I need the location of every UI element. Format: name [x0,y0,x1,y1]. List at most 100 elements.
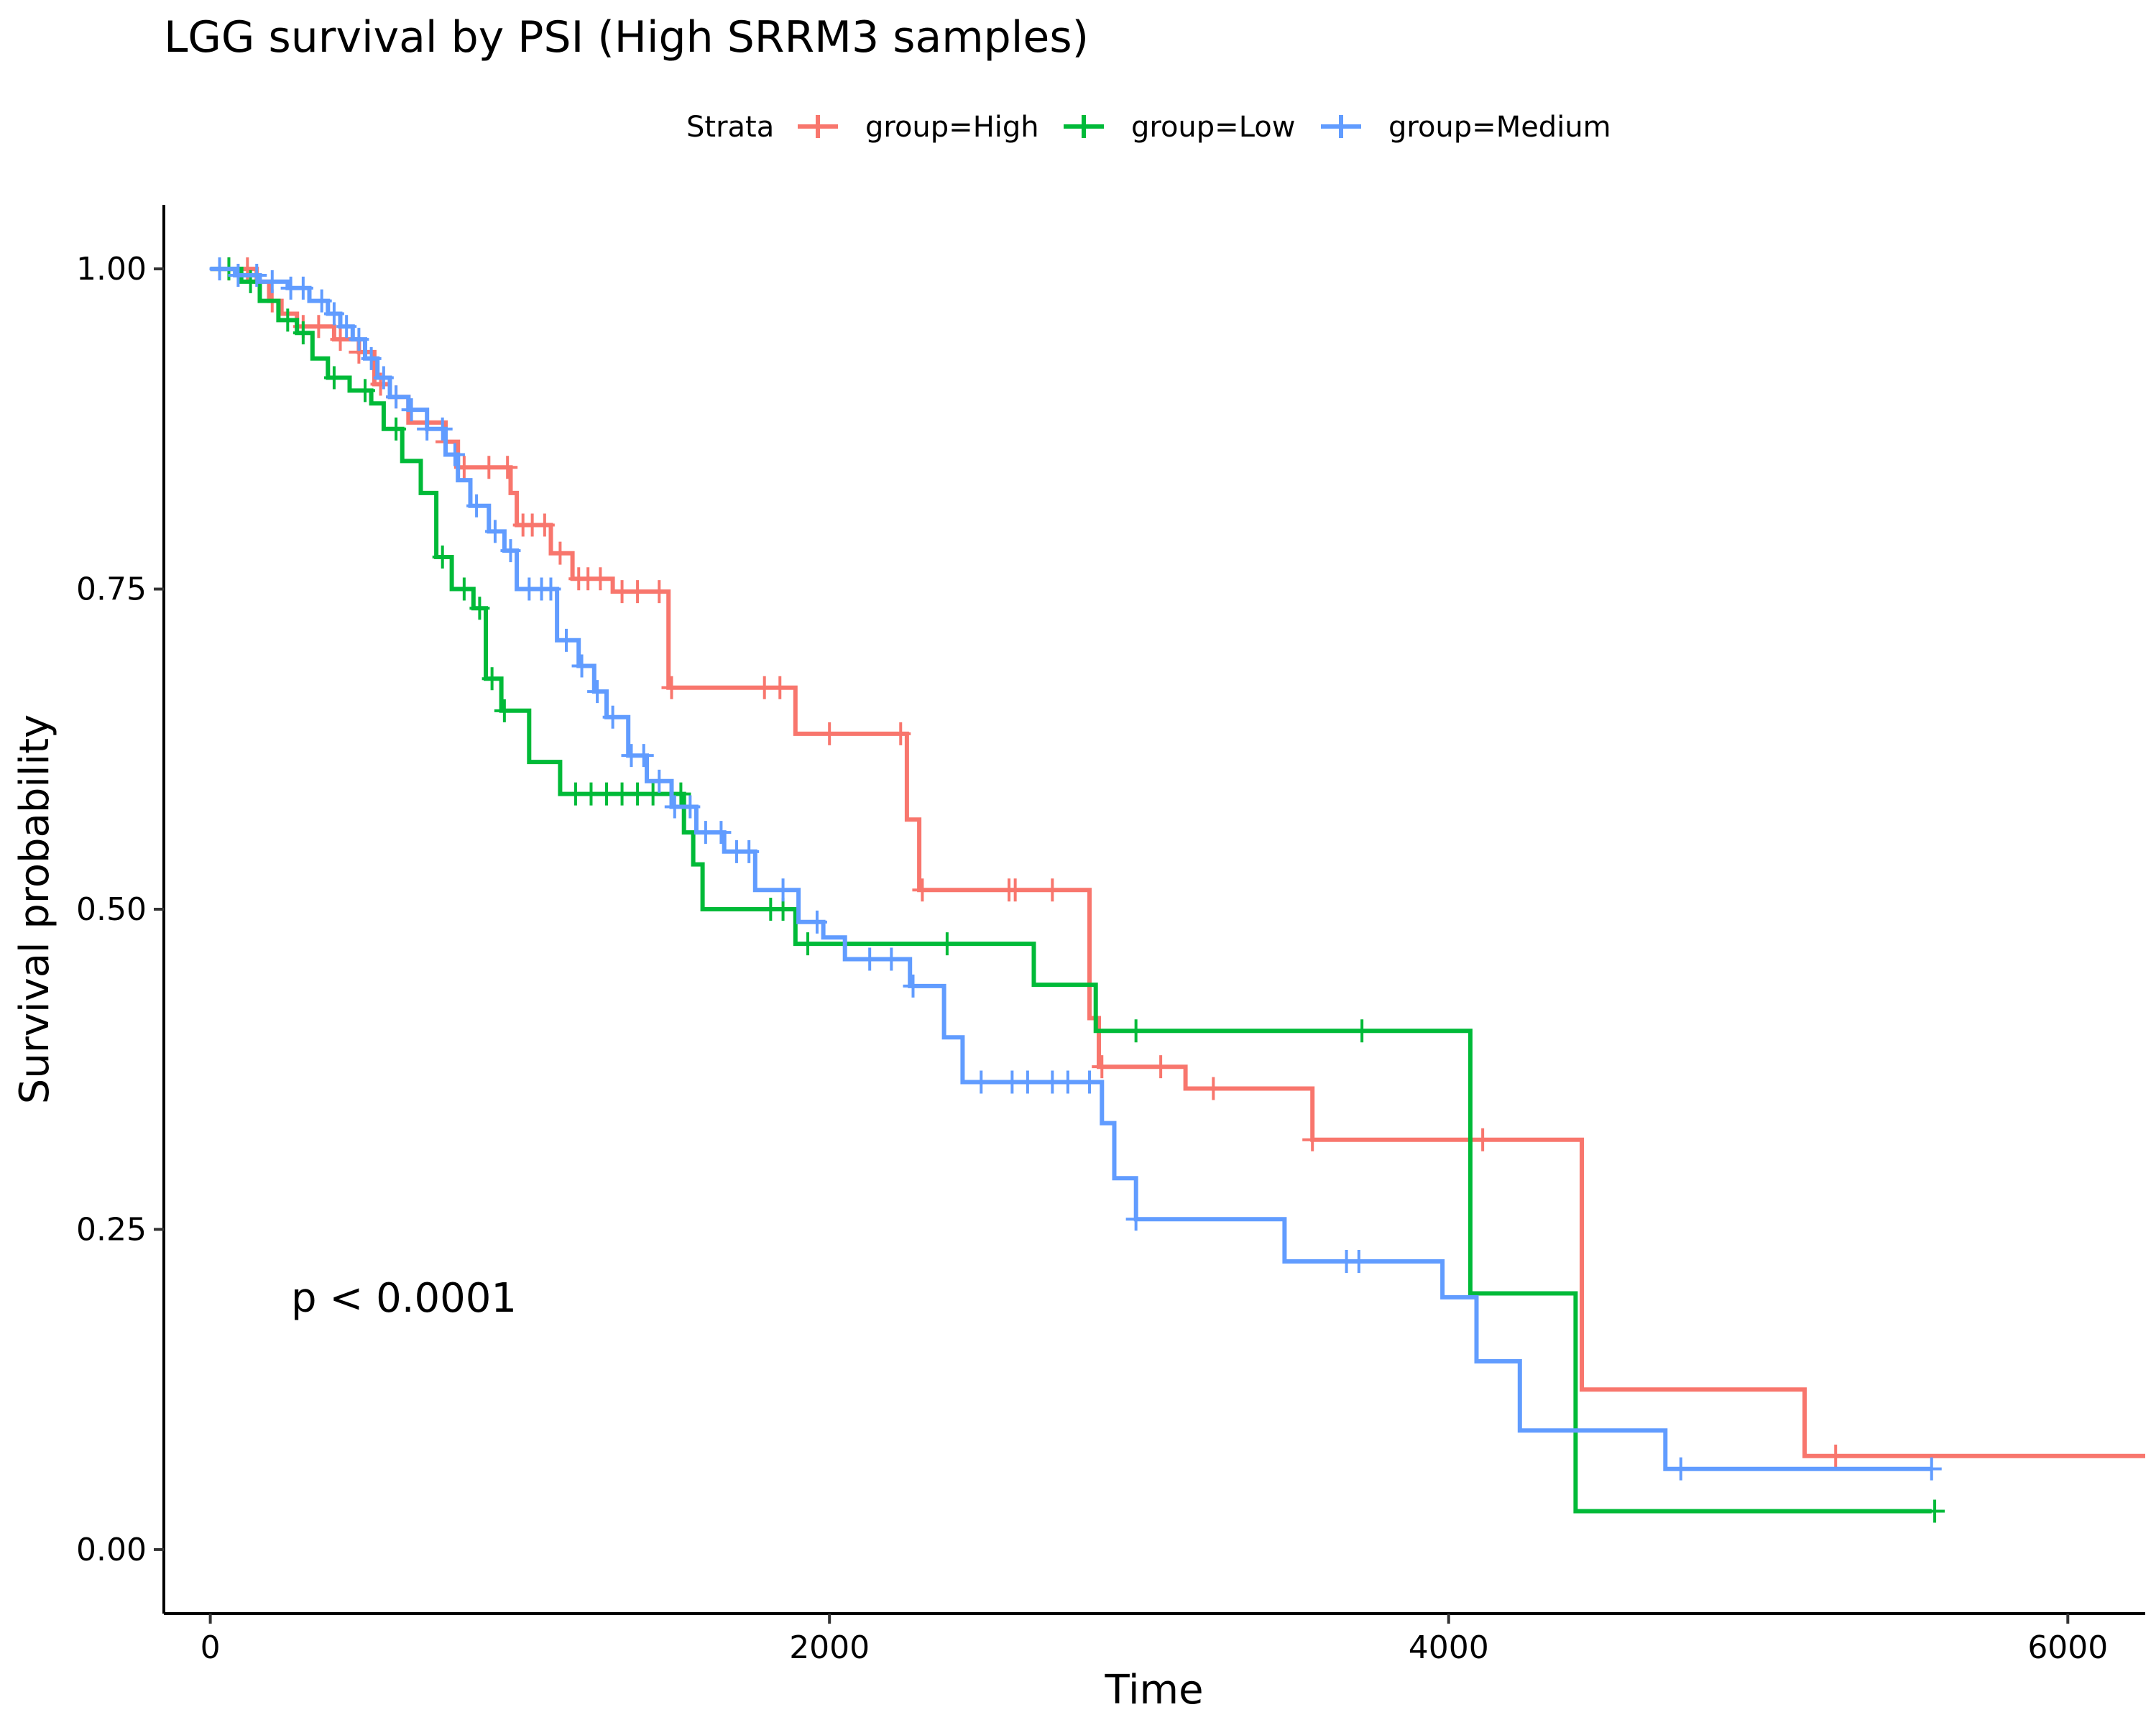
censor-mark [466,494,487,518]
censor-mark [373,366,394,390]
censor-mark [209,257,230,281]
legend-label: group=Medium [1388,111,1611,144]
censor-mark [1005,878,1026,902]
censor-mark [497,456,518,479]
censor-mark [649,769,670,793]
censor-mark [308,315,329,339]
censor-mark [1921,1457,1942,1481]
censor-mark [890,722,911,745]
censor-mark [323,366,344,390]
y-axis-title: Survival probability [11,714,58,1104]
censor-mark [355,379,376,402]
x-tick-label: 4000 [1409,1629,1489,1666]
censor-mark [484,520,505,543]
censor-mark [228,264,249,287]
censor-mark [602,705,623,729]
censor-mark [649,580,670,604]
censor-mark [453,577,474,601]
censor-mark [349,328,369,351]
censor-mark [1203,1077,1224,1100]
censor-mark [500,539,521,563]
censor-mark [262,270,282,293]
censor-mark [534,513,555,537]
censor-mark [482,667,502,691]
censor-mark [386,385,407,409]
p-value-annotation: p < 0.0001 [291,1275,517,1322]
y-tick-label: 0.50 [76,891,147,928]
legend-swatch [1321,115,1361,138]
censor-mark [773,898,793,921]
censor-mark [627,580,648,604]
chart-title: LGG survival by PSI (High SRRM3 samples) [164,12,1089,63]
censor-mark [432,417,453,441]
censor-mark [770,676,791,699]
censor-mark [1151,1055,1171,1079]
legend-swatch [798,115,838,138]
censor-mark [806,910,827,934]
legend-label: group=High [865,111,1039,144]
y-tick-label: 0.00 [76,1532,147,1568]
censor-mark [292,276,313,300]
legend-title: Strata [686,111,774,144]
censor-mark [1348,1250,1369,1273]
censor-mark [494,699,515,722]
censor-mark [798,932,819,956]
censor-mark [1125,1208,1146,1231]
legend: Strata group=High group=Low group=Medium [686,111,1611,144]
x-tick-label: 2000 [789,1629,870,1666]
censor-mark [432,546,453,569]
x-axis-ticks: 0 2000 4000 6000 [201,1614,2108,1666]
y-tick-label: 1.00 [76,251,147,288]
censor-mark [1302,1128,1323,1151]
censor-mark [1057,1070,1078,1094]
x-tick-label: 0 [201,1629,221,1666]
censor-mark [1352,1019,1373,1043]
legend-item-high: group=High [798,111,1039,144]
censor-mark [330,328,351,351]
censor-mark [773,878,793,902]
censor-mark [556,628,577,652]
censor-mark [903,974,923,998]
censor-mark [671,782,691,806]
censor-mark [1092,1055,1112,1079]
plot-area [209,257,2145,1523]
y-axis-ticks: 0.00 0.25 0.50 0.75 1.00 [76,251,164,1568]
censor-mark [479,456,499,479]
censor-mark [881,947,902,971]
censor-mark [587,680,608,704]
censor-mark [1042,878,1063,902]
legend-swatch [1064,115,1104,138]
censor-mark [590,567,611,591]
censor-mark [860,947,880,971]
y-tick-label: 0.25 [76,1211,147,1248]
censor-mark [336,315,357,339]
legend-label: group=Low [1131,111,1295,144]
censor-mark [819,722,840,745]
censor-mark [323,302,344,326]
legend-item-medium: group=Medium [1321,111,1611,144]
x-axis-title: Time [1104,1667,1203,1714]
censor-mark [739,840,760,863]
censor-mark [1825,1444,1846,1468]
censor-mark [936,932,957,956]
censor-mark [1017,1070,1038,1094]
censor-mark [540,577,561,601]
censor-mark [1473,1128,1493,1151]
censor-mark [1125,1019,1146,1043]
censor-mark [680,795,701,819]
y-tick-label: 0.75 [76,571,147,608]
censor-mark [401,398,422,422]
censor-mark [971,1070,992,1094]
series-medium [209,257,1942,1481]
censor-mark [912,878,933,902]
censor-mark [661,676,682,699]
censor-mark [1925,1499,1945,1523]
censor-mark [311,289,332,313]
censor-mark [277,308,298,332]
censor-mark [292,321,313,345]
censor-mark [361,346,382,370]
legend-item-low: group=Low [1064,111,1295,144]
legend-items: group=High group=Low group=Medium [798,111,1611,144]
